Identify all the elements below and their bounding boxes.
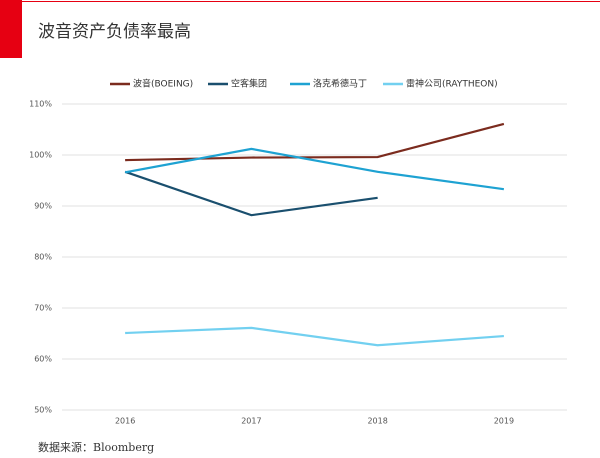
y-tick-label: 70% (34, 304, 52, 313)
y-tick-label: 50% (34, 406, 52, 415)
legend-label: 空客集团 (231, 78, 267, 90)
y-tick-label: 90% (34, 202, 52, 211)
y-tick-label: 60% (34, 355, 52, 364)
x-tick-label: 2017 (241, 417, 261, 426)
accent-bar (0, 0, 22, 58)
source-note: 数据来源：Bloomberg (38, 440, 154, 454)
legend-label: 洛克希德马丁 (313, 78, 367, 90)
x-tick-label: 2018 (367, 417, 387, 426)
legend-label: 雷神公司(RAYTHEON) (406, 78, 498, 90)
y-tick-label: 110% (29, 100, 52, 109)
series-line (125, 122, 505, 162)
legend-label: 波音(BOEING) (133, 78, 193, 90)
series-line (124, 170, 378, 217)
y-tick-label: 100% (29, 151, 52, 160)
x-tick-label: 2016 (115, 417, 135, 426)
y-tick-label: 80% (34, 253, 52, 262)
chart-title: 波音资产负债率最高 (38, 22, 191, 42)
x-tick-label: 2019 (494, 417, 514, 426)
series-line (125, 326, 504, 347)
series-line (124, 147, 505, 191)
